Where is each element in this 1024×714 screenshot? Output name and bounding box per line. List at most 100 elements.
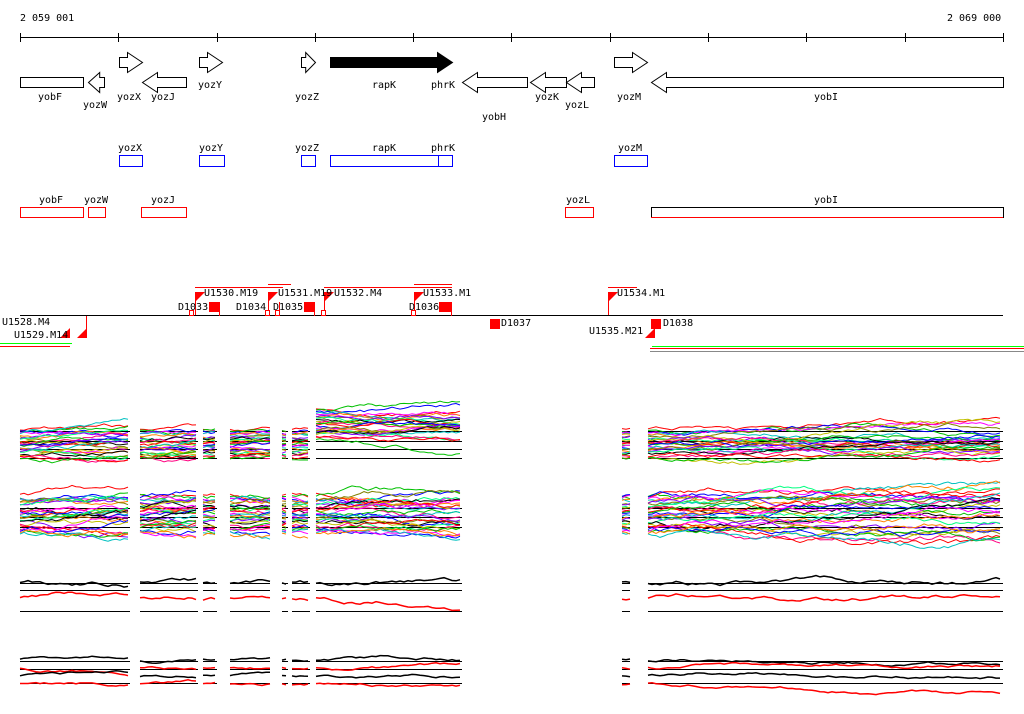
marker-label-D1034[interactable]: D1034 [236, 302, 267, 313]
gene-label-yobH[interactable]: yobH [481, 112, 507, 123]
marker-tick[interactable] [411, 310, 416, 316]
expression-trace [229, 447, 271, 454]
marker-label-U1534[interactable]: U1534.M1 [617, 288, 666, 299]
downstream-marker-box[interactable] [304, 302, 314, 312]
downstream-marker-box[interactable] [651, 319, 661, 329]
expression-trace [139, 674, 197, 679]
gene-arrow-yozJ[interactable] [141, 71, 187, 94]
expression-trace [19, 432, 129, 445]
gene-arrow-yozZ[interactable] [301, 51, 317, 74]
gene-label-yozJ[interactable]: yozJ [150, 92, 176, 103]
expression-trace [315, 513, 461, 523]
gene-label-yozY[interactable]: yozY [197, 80, 223, 91]
fwd-label-yozX[interactable]: yozX [117, 143, 143, 154]
gene-arrow-rapK[interactable] [330, 57, 438, 68]
rev-label-yobF[interactable]: yobF [38, 195, 64, 206]
gene-arrow-yozM[interactable] [614, 51, 649, 74]
expression-trace [202, 436, 216, 440]
rev-label-yozJ[interactable]: yozJ [150, 195, 176, 206]
expression-trace [647, 662, 1001, 670]
upstream-flag-icon[interactable] [195, 292, 205, 302]
gene-label-phrK[interactable]: phrK [430, 80, 456, 91]
fwd-label-yozM[interactable]: yozM [617, 143, 643, 154]
forward-box-rapK[interactable] [330, 155, 453, 167]
expression-trace [229, 440, 271, 445]
forward-box-yozZ[interactable] [301, 155, 316, 167]
expression-trace [139, 577, 197, 584]
reverse-box-yozW[interactable] [88, 207, 106, 218]
marker-label-D1037[interactable]: D1037 [501, 318, 532, 329]
gene-arrow-yobH[interactable] [461, 71, 528, 94]
expression-trace [281, 436, 287, 439]
marker-label-D1033[interactable]: D1033 [178, 302, 209, 313]
expression-trace [202, 501, 216, 504]
forward-box-yozM[interactable] [614, 155, 648, 167]
expression-trace [291, 514, 309, 517]
marker-label-U1530[interactable]: U1530.M19 [204, 288, 259, 299]
gene-arrow-yozW[interactable] [87, 71, 105, 94]
gene-label-yozZ[interactable]: yozZ [294, 92, 320, 103]
marker-tick[interactable] [275, 310, 280, 316]
gene-label-yozK[interactable]: yozK [534, 92, 560, 103]
gene-label-yozL[interactable]: yozL [564, 100, 590, 111]
fwd-label-rapK[interactable]: rapK [371, 143, 397, 154]
gene-label-yobI[interactable]: yobI [813, 92, 839, 103]
downstream-marker-box[interactable] [490, 319, 500, 329]
expression-trace [315, 520, 460, 527]
gene-label-yobF[interactable]: yobF [37, 92, 63, 103]
fwd-label-phrK[interactable]: phrK [430, 143, 456, 154]
expression-trace [647, 436, 1001, 448]
expression-trace [202, 430, 216, 435]
marker-tick[interactable] [189, 310, 194, 316]
gene-label-yozW[interactable]: yozW [82, 100, 108, 111]
expression-trace [139, 658, 197, 665]
lower-flag-icon[interactable] [77, 328, 87, 338]
rev-label-yobI[interactable]: yobI [813, 195, 839, 206]
fwd-label-yozY[interactable]: yozY [198, 143, 224, 154]
gene-arrow-yozX[interactable] [119, 51, 144, 74]
marker-label-U1532[interactable]: U1532.M4 [334, 288, 383, 299]
reverse-box-yobF[interactable] [20, 207, 84, 218]
downstream-marker-box[interactable] [209, 302, 219, 312]
marker-label-D1038[interactable]: D1038 [663, 318, 694, 329]
marker-label-U1531[interactable]: U1531.M19 [278, 288, 333, 299]
forward-box-yozY[interactable] [199, 155, 225, 167]
expression-trace [19, 591, 129, 599]
marker-label-D1035[interactable]: D1035 [273, 302, 304, 313]
gene-arrow-yozK[interactable] [529, 71, 567, 94]
expression-trace [229, 500, 271, 505]
marker-tick[interactable] [321, 310, 326, 316]
reverse-box-yozJ[interactable] [141, 207, 187, 218]
upstream-flag-icon[interactable] [324, 292, 334, 302]
upstream-flag-icon[interactable] [268, 292, 278, 302]
fwd-label-yozZ[interactable]: yozZ [294, 143, 320, 154]
marker-label-U1535[interactable]: U1535.M21 [589, 326, 644, 337]
gene-label-yozM[interactable]: yozM [616, 92, 642, 103]
marker-label-U1529[interactable]: U1529.M14 [14, 330, 69, 341]
upstream-flag-icon[interactable] [608, 292, 618, 302]
lower-flag-icon[interactable] [645, 328, 655, 338]
expression-trace [229, 520, 271, 524]
gene-label-rapK[interactable]: rapK [371, 80, 397, 91]
gene-arrow-yozY[interactable] [199, 51, 224, 74]
upstream-flag-icon[interactable] [414, 292, 424, 302]
marker-tick[interactable] [265, 310, 270, 316]
gene-arrow-yozL[interactable] [565, 71, 595, 94]
reverse-box-yobI[interactable] [651, 207, 1004, 218]
gene-label-yozX[interactable]: yozX [116, 92, 142, 103]
forward-box-phrK[interactable] [438, 155, 453, 167]
rev-label-yozL[interactable]: yozL [565, 195, 591, 206]
lower-flag-icon[interactable] [60, 328, 70, 338]
forward-box-yozX[interactable] [119, 155, 143, 167]
marker-label-U1528[interactable]: U1528.M4 [2, 317, 51, 328]
gene-arrow-phrK[interactable] [437, 51, 454, 74]
reverse-box-yozL[interactable] [565, 207, 594, 218]
marker-label-D1036[interactable]: D1036 [409, 302, 440, 313]
marker-label-U1533[interactable]: U1533.M1 [423, 288, 472, 299]
rev-label-yozW[interactable]: yozW [83, 195, 109, 206]
gene-arrow-yobF[interactable] [20, 77, 84, 88]
expression-trace [621, 431, 631, 434]
expression-trace [229, 504, 271, 509]
gene-arrow-yobI[interactable] [650, 71, 1004, 94]
downstream-marker-box[interactable] [439, 302, 451, 312]
